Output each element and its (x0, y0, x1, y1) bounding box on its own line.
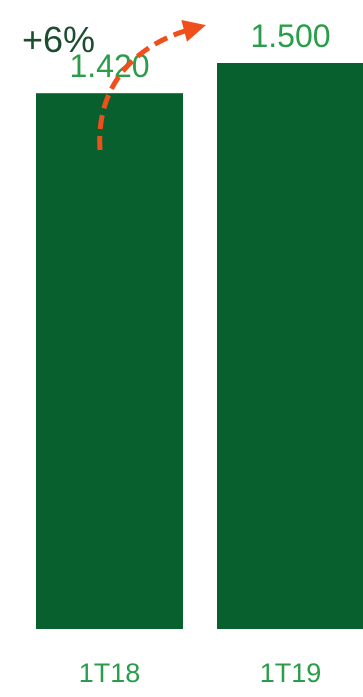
growth-label: +6% (22, 19, 95, 60)
category-label-1T19: 1T19 (260, 658, 322, 688)
value-label-1T18: 1.420 (69, 48, 149, 84)
value-label-1T19: 1.500 (250, 18, 330, 54)
bar-1T18 (36, 93, 183, 630)
bar-1T19 (217, 63, 363, 629)
category-label-1T18: 1T18 (79, 658, 141, 688)
